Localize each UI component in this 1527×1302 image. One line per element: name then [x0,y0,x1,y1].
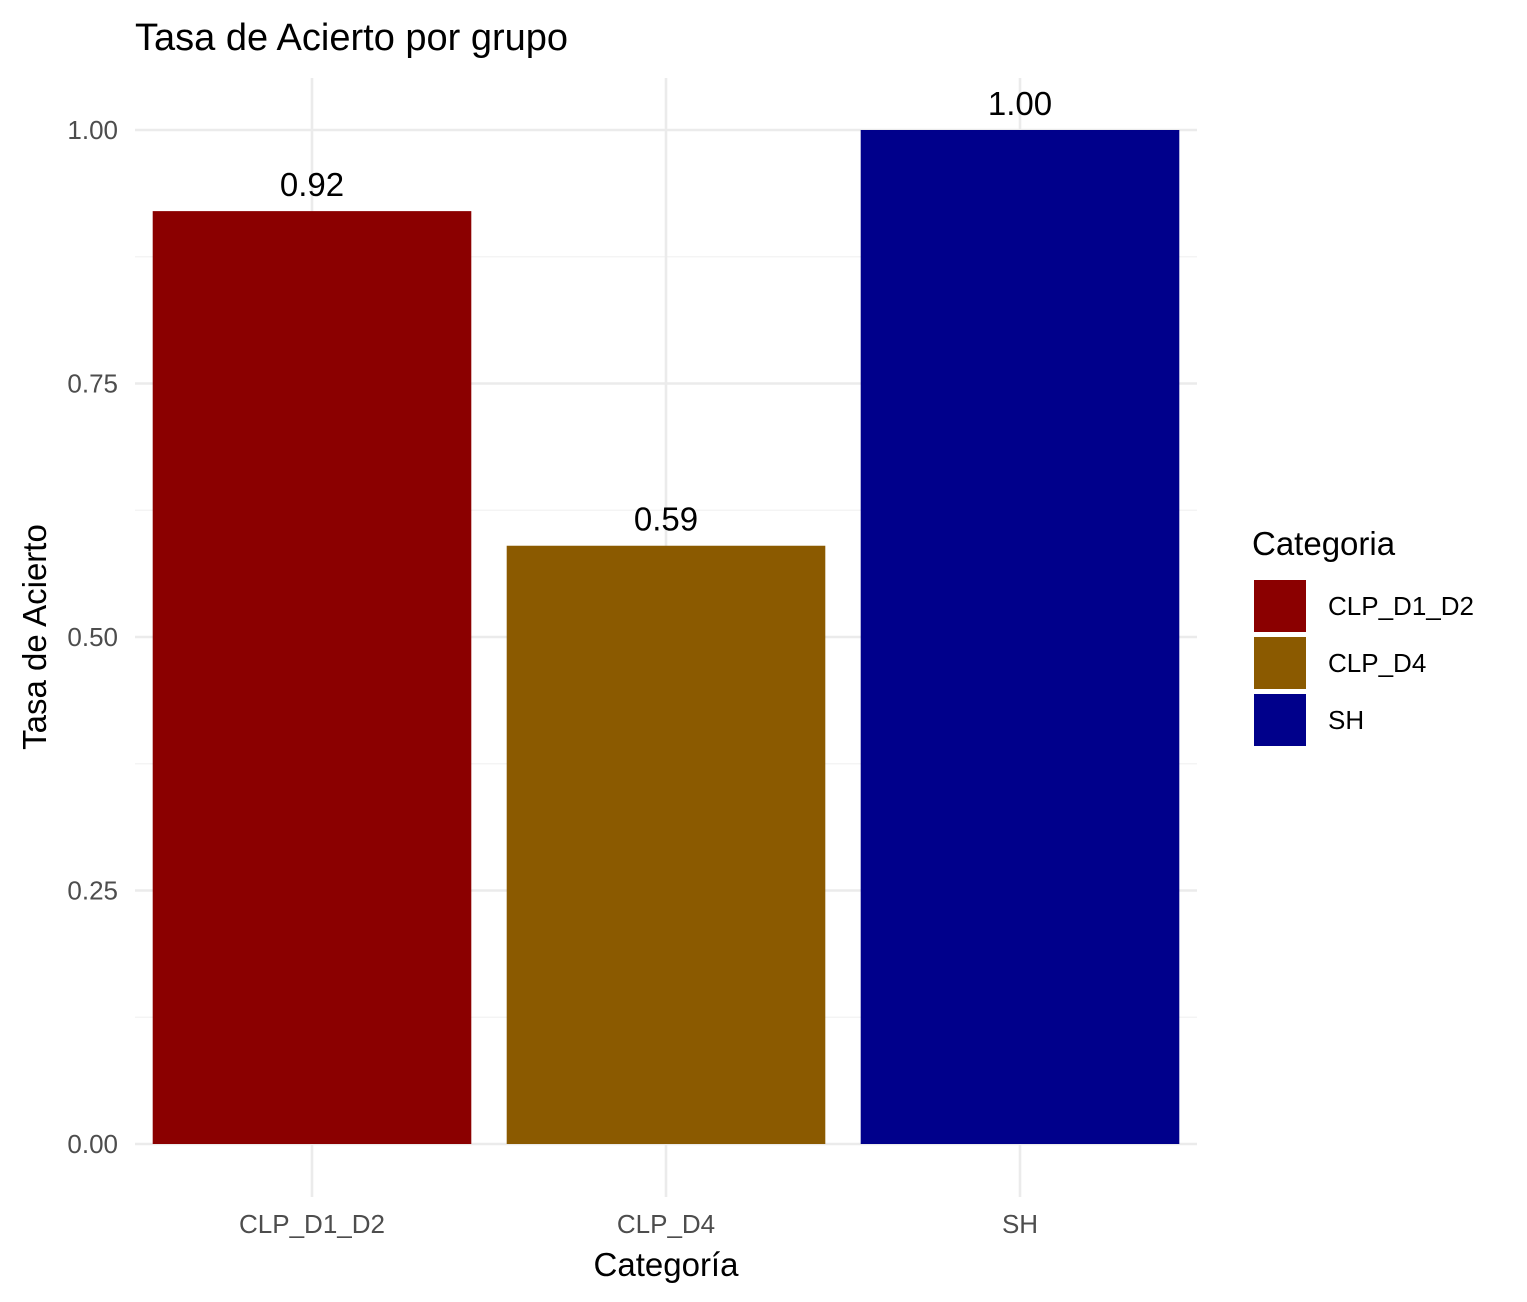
legend-title: Categoria [1252,525,1396,562]
x-axis-title: Categoría [594,1246,740,1283]
legend-label: CLP_D4 [1328,648,1426,678]
legend-items: CLP_D1_D2 CLP_D4 SH [1254,580,1474,746]
bar-clp_d1_d2 [152,211,472,1144]
data-labels-layer: 0.92 0.59 1.00 [280,85,1052,538]
data-label: 1.00 [988,85,1052,122]
x-tick-label: CLP_D4 [617,1209,715,1239]
bar-sh [860,130,1180,1144]
y-tick-label: 0.50 [67,622,118,652]
x-tick-label: CLP_D1_D2 [239,1209,385,1239]
legend-swatch [1254,637,1306,689]
bars-layer [152,130,1180,1144]
y-tick-labels: 0.00 0.25 0.50 0.75 1.00 [67,115,118,1159]
y-tick-label: 1.00 [67,115,118,145]
x-tick-labels: CLP_D1_D2 CLP_D4 SH [239,1209,1038,1239]
bar-clp_d4 [506,545,826,1144]
legend-label: CLP_D1_D2 [1328,591,1474,621]
legend-label: SH [1328,705,1364,735]
data-label: 0.59 [634,501,698,538]
legend-swatch [1254,580,1306,632]
data-label: 0.92 [280,166,344,203]
y-tick-label: 0.25 [67,876,118,906]
y-tick-label: 0.00 [67,1129,118,1159]
y-axis-title: Tasa de Acierto [16,524,53,750]
chart-title: Tasa de Acierto por grupo [135,17,568,59]
legend-swatch [1254,694,1306,746]
x-tick-label: SH [1002,1209,1038,1239]
y-tick-label: 0.75 [67,369,118,399]
legend: Categoria CLP_D1_D2 CLP_D4 SH [1252,525,1474,746]
